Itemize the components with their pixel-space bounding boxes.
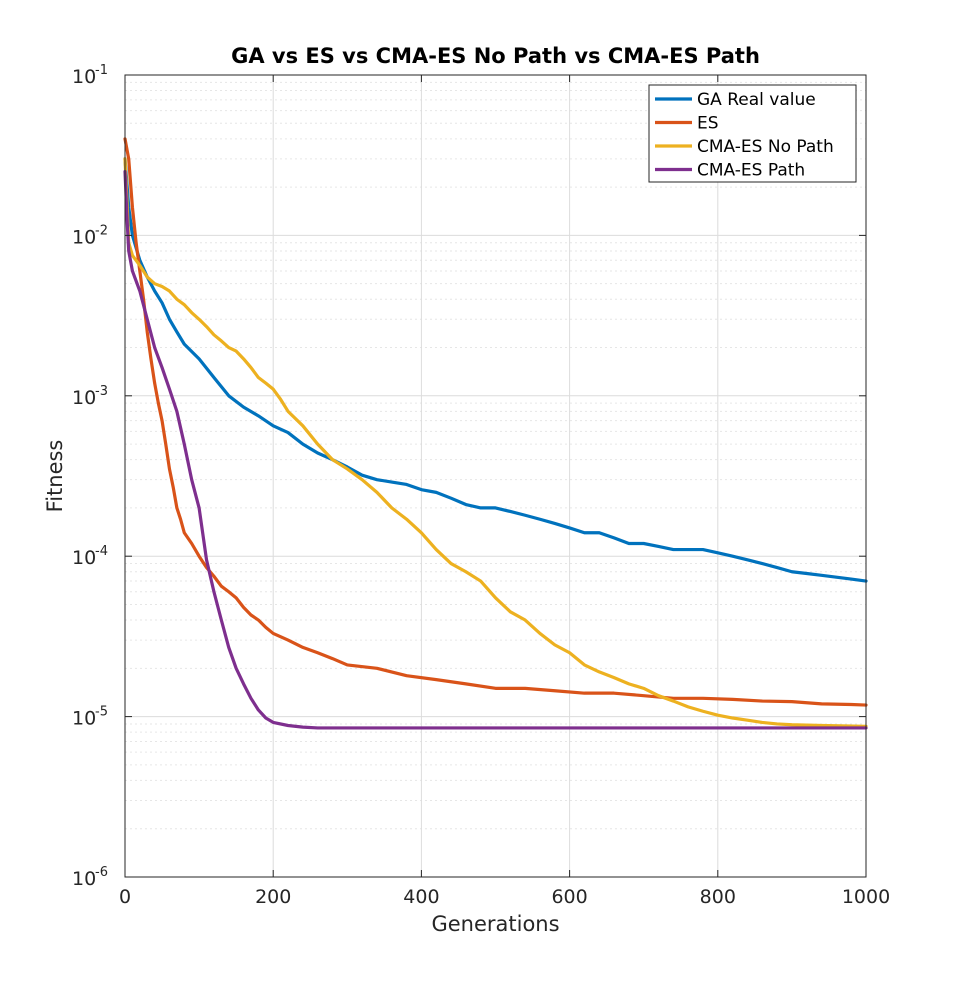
series-line-cma-es-no-path bbox=[123, 157, 868, 728]
y-axis-label: Fitness bbox=[43, 440, 67, 513]
legend-label: CMA-ES Path bbox=[697, 161, 805, 181]
y-tick-exponent: -6 bbox=[95, 865, 108, 880]
x-tick-label: 800 bbox=[700, 886, 736, 908]
axis-ticks: 0 200 400 600 800 100010-110-210-310-410-510-… bbox=[72, 63, 890, 908]
y-tick-exponent: -4 bbox=[95, 544, 108, 559]
series-line-es bbox=[123, 137, 868, 707]
y-tick-exponent: -5 bbox=[95, 705, 108, 720]
y-tick-exponent: -2 bbox=[95, 223, 108, 238]
y-tick-exponent: -1 bbox=[95, 63, 108, 78]
series-lines bbox=[123, 137, 868, 730]
y-tick-label: 10 bbox=[72, 387, 96, 409]
x-tick-label: 400 bbox=[403, 886, 439, 908]
x-axis-label: Generations bbox=[431, 912, 559, 936]
y-tick-label: 10 bbox=[72, 868, 96, 890]
y-tick-label: 10 bbox=[72, 226, 96, 248]
x-tick-label: 0 bbox=[119, 886, 131, 908]
y-tick-label: 10 bbox=[72, 547, 96, 569]
legend: GA Real value ES CMA-ES No Path CMA-ES Path bbox=[648, 84, 857, 183]
y-tick-exponent: -3 bbox=[95, 384, 108, 399]
series-line-cma-es-path bbox=[123, 169, 868, 730]
legend-box bbox=[648, 84, 857, 183]
series-line-ga-real-value bbox=[123, 157, 868, 583]
plot-border bbox=[124, 74, 867, 878]
legend-label: GA Real value bbox=[697, 90, 816, 110]
legend-label: ES bbox=[697, 114, 719, 134]
y-tick-label: 10 bbox=[72, 66, 96, 88]
legend-label: CMA-ES No Path bbox=[697, 137, 834, 157]
x-tick-label: 200 bbox=[255, 886, 291, 908]
plot-area bbox=[125, 75, 866, 877]
x-tick-label: 600 bbox=[551, 886, 587, 908]
x-tick-label: 1000 bbox=[842, 886, 890, 908]
chart-title: GA vs ES vs CMA-ES No Path vs CMA-ES Pat… bbox=[231, 44, 760, 68]
y-tick-label: 10 bbox=[72, 708, 96, 730]
